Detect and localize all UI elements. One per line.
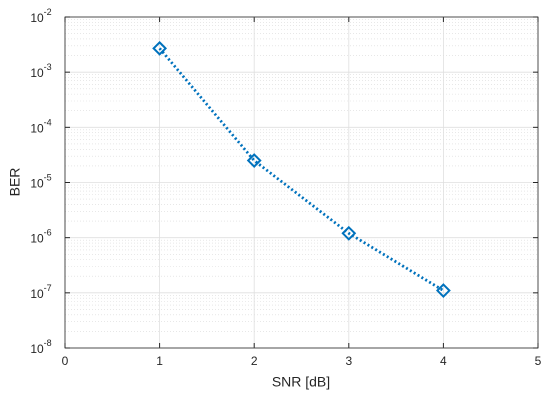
x-tick-label: 5 [535,354,542,368]
y-tick-label: 10-2 [30,7,51,25]
x-tick-label: 1 [156,354,163,368]
data-line [158,47,445,292]
data-marker [341,225,357,241]
y-tick-label: 10-5 [30,173,51,191]
x-tick-label: 0 [62,354,69,368]
y-axis-label: BER [7,168,23,197]
x-axis-label: SNR [dB] [272,374,330,390]
data-marker [246,153,262,168]
y-tick-label: 10-6 [30,228,51,246]
y-tick-label: 10-8 [30,338,51,356]
data-marker [152,40,168,56]
y-tick-label: 10-4 [30,118,51,136]
x-tick-label: 4 [440,354,447,368]
y-tick-label: 10-7 [30,283,51,301]
y-tick-label: 10-3 [30,63,51,81]
x-tick-label: 2 [251,354,258,368]
x-tick-label: 3 [345,354,352,368]
plot-frame [64,16,539,349]
data-marker [435,283,451,298]
